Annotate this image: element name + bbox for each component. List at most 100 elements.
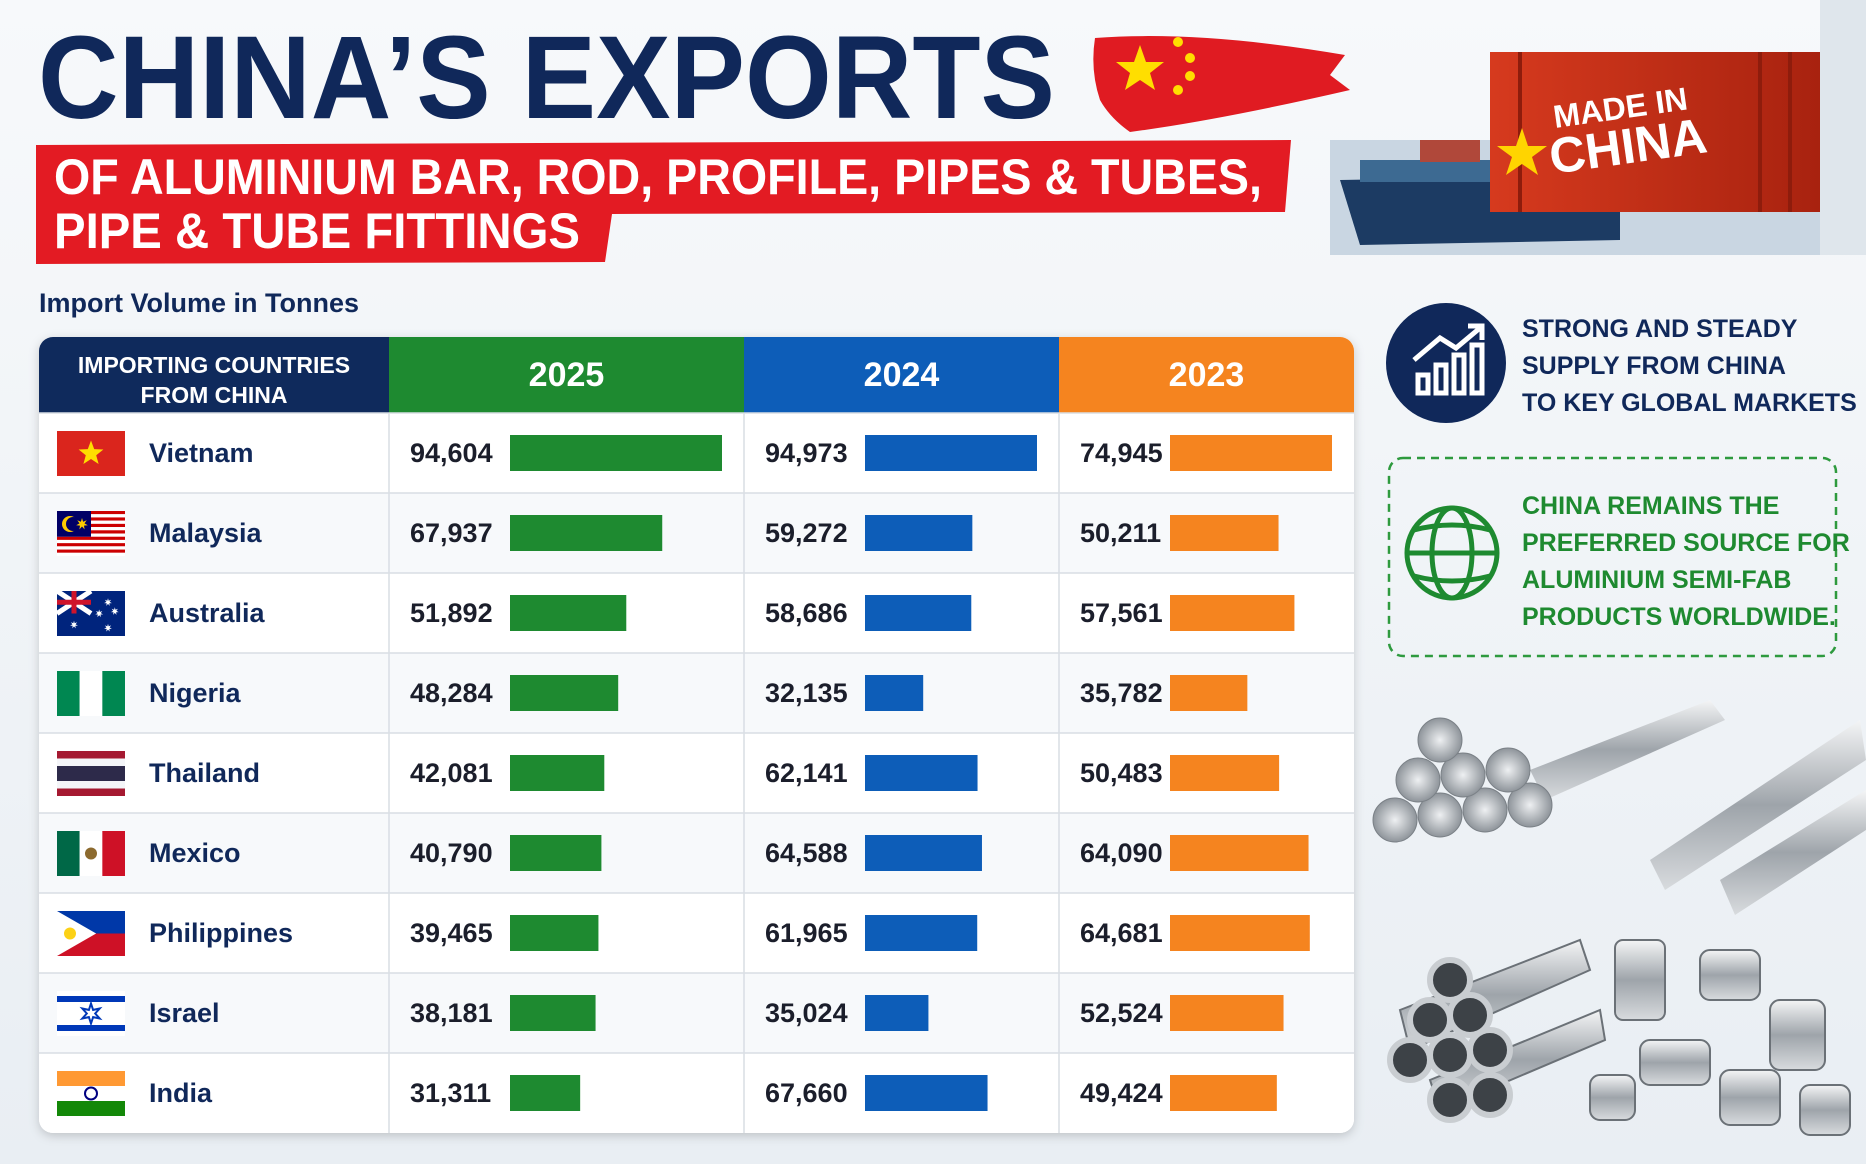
value-label: 67,660 xyxy=(765,1078,848,1108)
row-bg xyxy=(39,1053,1354,1133)
year-header: 2024 xyxy=(864,356,940,394)
container xyxy=(1490,52,1820,212)
row-bg xyxy=(39,653,1354,733)
header-cell xyxy=(744,337,1059,413)
value-label: 59,272 xyxy=(765,518,848,548)
flag-part xyxy=(57,552,125,556)
flag xyxy=(57,751,125,796)
value-label: 39,465 xyxy=(410,918,493,948)
container-ribs xyxy=(1518,52,1792,212)
value-label: 94,973 xyxy=(765,438,848,468)
bar xyxy=(1170,755,1280,791)
flag-part xyxy=(104,623,112,632)
container-star xyxy=(1497,128,1547,175)
flag xyxy=(57,911,125,956)
flag-part xyxy=(57,549,125,553)
flag-part xyxy=(102,671,125,716)
bar xyxy=(865,515,973,551)
flag xyxy=(57,671,125,716)
flag-part xyxy=(57,831,80,876)
flag xyxy=(57,511,125,556)
note-box xyxy=(1387,456,1838,658)
row-bg xyxy=(39,973,1354,1053)
value-label: 67,937 xyxy=(410,518,493,548)
flag-part xyxy=(57,996,125,1002)
metal-products xyxy=(1372,700,1866,1136)
value-label: 35,782 xyxy=(1080,678,1163,708)
header-text: FROM CHINA xyxy=(141,382,288,408)
bar xyxy=(1170,835,1309,871)
value-label: 38,181 xyxy=(410,998,493,1028)
row-bg xyxy=(39,733,1354,813)
subtitle: OF ALUMINIUM BAR, ROD, PROFILE, PIPES & … xyxy=(54,149,1262,205)
bar xyxy=(1170,435,1332,471)
bar xyxy=(865,835,982,871)
flag-part xyxy=(57,1071,125,1086)
bar xyxy=(510,515,663,551)
bar xyxy=(510,675,619,711)
bar xyxy=(510,435,722,471)
caption: Import Volume in Tonnes xyxy=(39,288,359,318)
value-label: 57,561 xyxy=(1080,598,1163,628)
flag xyxy=(57,991,125,1036)
bar xyxy=(510,595,627,631)
value-label: 74,945 xyxy=(1080,438,1163,468)
country-name: Malaysia xyxy=(149,518,263,548)
country-name: Australia xyxy=(149,598,266,628)
flag xyxy=(57,1071,125,1116)
flag-part xyxy=(57,1086,125,1101)
flag-part xyxy=(57,911,97,956)
flag-part xyxy=(84,1086,98,1101)
bar xyxy=(865,755,978,791)
flag-part xyxy=(78,440,104,464)
note-text: ALUMINIUM SEMI-FAB xyxy=(1522,566,1791,594)
row-bg xyxy=(39,493,1354,573)
supply-note: STRONG AND STEADY SUPPLY FROM CHINA TO KEY… xyxy=(1522,315,1857,417)
pipe-fittings xyxy=(1589,939,1851,1136)
note-text: TO KEY GLOBAL MARKETS xyxy=(1522,389,1857,417)
flag-part xyxy=(57,788,125,796)
value-label: 62,141 xyxy=(765,758,848,788)
note-text: PRODUCTS WORLDWIDE. xyxy=(1522,603,1836,631)
flag-part xyxy=(57,781,125,789)
country-name: Philippines xyxy=(149,918,293,948)
value-label: 51,892 xyxy=(410,598,493,628)
flag-part xyxy=(110,607,119,615)
value-label: 50,211 xyxy=(1080,518,1161,548)
flag-part xyxy=(104,598,112,606)
flag-part xyxy=(79,671,103,716)
row-bg xyxy=(39,573,1354,653)
country-name: Mexico xyxy=(149,838,241,868)
bar xyxy=(510,835,602,871)
header-text: IMPORTING COUNTRIES xyxy=(78,352,350,378)
value-label: 61,965 xyxy=(765,918,848,948)
flag-part xyxy=(95,609,104,618)
pipe-ends xyxy=(1387,957,1513,1123)
note-text: CHINA REMAINS THE xyxy=(1522,492,1779,520)
bar xyxy=(510,915,599,951)
ship-cargo xyxy=(1360,160,1500,182)
flag-part xyxy=(57,758,125,766)
country-name: Vietnam xyxy=(149,438,254,468)
value-label: 31,311 xyxy=(410,1078,491,1108)
flag-part xyxy=(57,536,125,540)
metal-profile xyxy=(1720,790,1866,915)
flag-part xyxy=(57,543,125,547)
flag-part xyxy=(57,546,125,550)
flag-part xyxy=(57,671,80,716)
year-header: 2025 xyxy=(529,356,605,394)
value-label: 94,604 xyxy=(410,438,493,468)
value-label: 49,424 xyxy=(1080,1078,1163,1108)
value-label: 52,524 xyxy=(1080,998,1163,1028)
flag-part xyxy=(102,831,125,876)
header-cell xyxy=(1059,337,1354,413)
year-header: 2023 xyxy=(1169,356,1245,394)
globe-icon xyxy=(1404,505,1500,601)
title: CHINA’S EXPORTS xyxy=(38,12,1055,144)
flag-part xyxy=(70,620,78,629)
flag xyxy=(55,588,125,636)
note-text: STRONG AND STEADY xyxy=(1522,315,1798,343)
note-text: PREFERRED SOURCE FOR xyxy=(1522,529,1850,557)
flag xyxy=(57,831,125,876)
